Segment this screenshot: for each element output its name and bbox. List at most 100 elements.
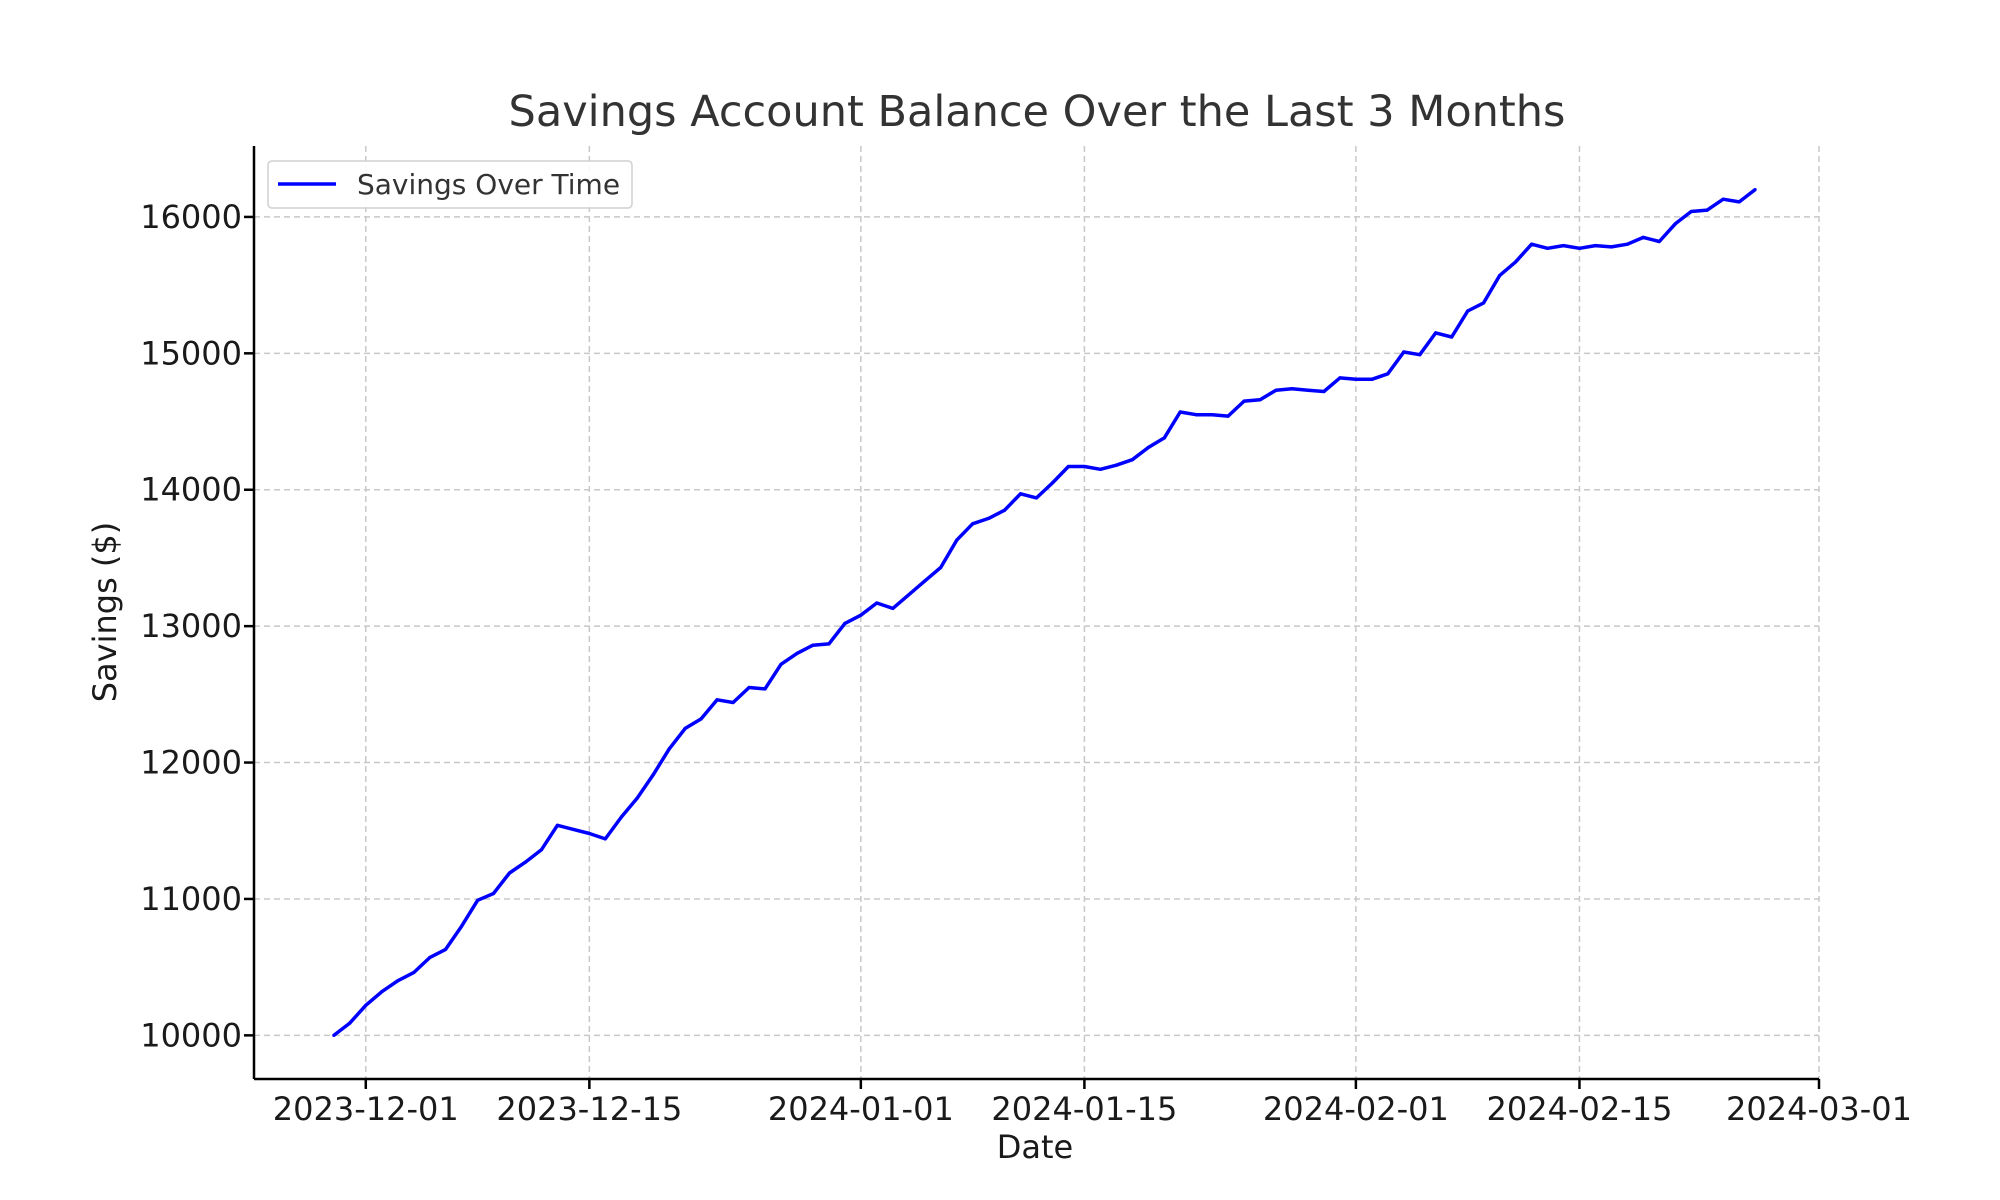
data-point — [1498, 274, 1502, 278]
legend-label: Savings Over Time — [357, 168, 620, 201]
data-point — [523, 860, 528, 864]
data-point — [683, 726, 687, 731]
y-tick-label: 12000 — [140, 744, 242, 782]
data-point — [1418, 353, 1422, 357]
data-point — [907, 593, 911, 597]
data-point — [444, 947, 448, 952]
data-point — [699, 717, 703, 721]
series-line-savings — [332, 188, 1757, 1037]
data-point — [1450, 335, 1454, 339]
data-point — [460, 924, 464, 928]
x-tick-label: 2024-01-01 — [768, 1090, 954, 1128]
data-point — [795, 651, 799, 656]
data-point — [428, 956, 432, 960]
data-point — [1737, 200, 1741, 204]
data-point — [1050, 481, 1055, 485]
data-point — [763, 687, 767, 691]
x-tick-label: 2023-12-01 — [273, 1090, 459, 1128]
data-point — [811, 643, 815, 647]
data-point — [1226, 414, 1230, 418]
data-point — [491, 891, 496, 896]
data-point — [1003, 508, 1007, 512]
data-point — [1274, 388, 1278, 392]
data-point — [396, 979, 400, 983]
y-tick-label: 14000 — [140, 471, 242, 509]
legend: Savings Over Time — [267, 160, 633, 209]
data-point — [1322, 389, 1326, 394]
x-tick-label: 2024-02-15 — [1486, 1090, 1672, 1128]
data-point — [1194, 413, 1198, 417]
data-point — [971, 522, 975, 526]
data-point — [1098, 467, 1102, 471]
chart-title: Savings Account Balance Over the Last 3 … — [509, 87, 1566, 137]
data-point — [1609, 245, 1613, 249]
data-point — [1114, 463, 1118, 467]
data-point — [987, 516, 991, 521]
data-point — [891, 606, 895, 611]
y-tick-label: 10000 — [140, 1016, 242, 1054]
data-point — [715, 698, 719, 702]
data-point — [1721, 197, 1725, 201]
data-point — [955, 538, 959, 542]
data-point — [476, 898, 480, 902]
y-tick-label: 15000 — [140, 334, 242, 372]
data-point — [364, 1003, 368, 1007]
data-point — [380, 990, 384, 994]
y-tick-label: 13000 — [140, 607, 242, 645]
data-point — [1466, 309, 1470, 313]
data-point — [731, 700, 735, 705]
data-point — [1034, 496, 1039, 500]
data-point — [1514, 260, 1518, 264]
data-point — [923, 579, 927, 583]
data-point — [539, 848, 544, 852]
y-axis-ticks: 10000 11000 12000 13000 14000 15000 16000 — [140, 198, 254, 1054]
data-point — [412, 971, 416, 975]
data-point — [651, 773, 655, 777]
data-point — [348, 1021, 352, 1025]
data-point — [619, 815, 623, 819]
data-point — [1402, 350, 1406, 354]
y-tick-label: 16000 — [140, 198, 242, 236]
grid — [254, 146, 1820, 1079]
data-point — [875, 601, 879, 605]
axes — [252, 146, 1819, 1081]
data-point — [507, 871, 512, 875]
data-point — [1434, 331, 1438, 335]
data-point — [1130, 458, 1134, 462]
data-point — [1625, 242, 1629, 246]
x-tick-label: 2024-03-01 — [1726, 1090, 1912, 1128]
legend-box — [267, 160, 633, 209]
data-point — [1386, 372, 1390, 376]
data-point — [332, 1033, 336, 1037]
data-point — [1146, 445, 1150, 450]
data-point — [747, 685, 751, 690]
data-point — [1290, 387, 1294, 391]
series-layer — [332, 188, 1757, 1037]
data-point — [1082, 464, 1086, 469]
x-tick-label: 2024-01-15 — [991, 1090, 1177, 1128]
x-tick-label: 2024-02-01 — [1263, 1090, 1449, 1128]
data-point — [635, 796, 639, 800]
x-axis-label: Date — [997, 1128, 1073, 1166]
data-point — [603, 837, 607, 841]
data-point — [843, 621, 847, 626]
data-point — [827, 642, 831, 646]
x-tick-label: 2023-12-15 — [496, 1090, 682, 1128]
data-point — [859, 613, 863, 617]
y-tick-label: 11000 — [140, 880, 242, 918]
data-point — [1577, 246, 1582, 250]
data-point — [1258, 398, 1262, 402]
data-point — [1482, 301, 1486, 305]
data-point — [1338, 376, 1342, 380]
data-point — [1354, 377, 1358, 381]
data-point — [1593, 244, 1597, 248]
data-point — [1210, 413, 1214, 417]
x-axis-ticks: 2023-12-01 2023-12-15 2024-01-01 2024-01-15… — [273, 1079, 1912, 1128]
data-point — [1753, 188, 1757, 192]
data-point — [1370, 377, 1374, 381]
data-point — [1242, 399, 1246, 403]
data-point — [1705, 208, 1709, 212]
data-point — [1178, 410, 1182, 414]
data-point — [1066, 464, 1070, 469]
